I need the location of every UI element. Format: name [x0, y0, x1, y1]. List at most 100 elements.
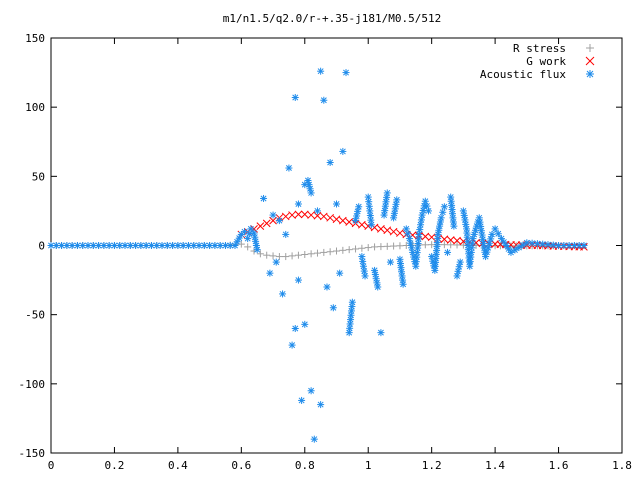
data-point: [319, 212, 328, 221]
data-point: [453, 272, 461, 280]
trail-marker: [216, 242, 224, 249]
data-point: [352, 217, 360, 225]
data-point: [339, 147, 347, 155]
data-point: [47, 242, 55, 249]
data-point: [399, 280, 407, 288]
x-tick-label: 0.8: [295, 459, 315, 472]
data-point: [459, 207, 467, 215]
data-point: [323, 283, 331, 291]
trail-marker: [487, 235, 495, 243]
data-point: [263, 251, 271, 259]
trail-marker: [494, 230, 502, 238]
trail-marker: [461, 216, 469, 224]
data-point: [358, 253, 366, 261]
data-point: [333, 200, 340, 208]
data-point: [326, 213, 335, 222]
data-point: [371, 243, 379, 251]
x-tick-label: 0.2: [105, 459, 125, 472]
y-tick-label: -50: [25, 309, 45, 322]
data-point: [288, 211, 296, 219]
data-point: [256, 222, 265, 230]
data-point: [447, 241, 455, 249]
x-tick-label: 1: [365, 459, 372, 472]
data-point: [352, 245, 360, 253]
trail-marker: [502, 242, 510, 249]
data-point: [383, 189, 391, 197]
data-point: [364, 244, 372, 252]
data-point: [307, 387, 315, 395]
data-point: [320, 248, 328, 256]
data-point: [320, 96, 328, 104]
trail-marker: [460, 211, 468, 219]
data-point: [291, 93, 299, 101]
data-point: [491, 225, 499, 233]
data-point: [310, 435, 318, 443]
trail-marker: [483, 248, 491, 256]
data-point: [301, 181, 309, 189]
data-point: [329, 304, 337, 312]
data-point: [421, 232, 430, 241]
data-point: [402, 225, 410, 233]
trail-marker: [381, 207, 389, 215]
x-tick-label: 0: [48, 459, 55, 472]
data-point: [444, 248, 452, 256]
data-point: [190, 242, 198, 249]
y-tick-label: 0: [38, 240, 45, 253]
data-point: [300, 210, 309, 219]
data-point: [126, 242, 134, 249]
data-point: [418, 211, 426, 219]
trail-marker: [484, 244, 492, 252]
legend-label: Acoustic flux: [480, 68, 566, 81]
data-point: [456, 258, 464, 266]
data-point: [301, 250, 309, 258]
trail-marker: [353, 212, 361, 220]
data-point: [440, 235, 449, 244]
legend-label: G work: [526, 55, 566, 68]
data-point: [415, 230, 423, 238]
trail-marker: [519, 241, 527, 249]
data-point: [269, 216, 277, 225]
data-point: [142, 242, 150, 249]
trail-marker: [359, 257, 367, 265]
data-point: [345, 218, 354, 226]
data-point: [256, 250, 264, 258]
trail-marker: [575, 242, 583, 249]
trail-marker: [404, 230, 412, 238]
data-point: [282, 230, 290, 238]
data-point: [313, 249, 321, 257]
data-point: [482, 253, 490, 261]
data-point: [336, 269, 344, 277]
data-point: [272, 258, 280, 266]
data-point: [279, 290, 287, 298]
data-point: [367, 221, 375, 229]
data-point: [262, 219, 271, 228]
trail-marker: [462, 220, 470, 228]
data-point: [282, 253, 290, 261]
data-point: [317, 401, 325, 409]
data-point: [580, 242, 588, 249]
x-tick-label: 1.8: [612, 459, 632, 472]
data-point: [358, 220, 366, 229]
data-point: [345, 246, 353, 254]
axes: 0 0.2 0.4 0.6 0.8 1 1.2 1.4 1.6 1.8 150 100 50 0 -50 -1…: [19, 32, 632, 472]
data-point: [374, 283, 382, 291]
data-point: [281, 212, 290, 221]
x-tick-label: 0.4: [168, 459, 188, 472]
data-point: [345, 329, 353, 337]
y-tick-label: 100: [25, 101, 45, 114]
trail-marker: [439, 208, 447, 216]
legend-marker: [586, 70, 594, 78]
data-point: [469, 235, 477, 243]
data-point: [326, 159, 334, 166]
trail-marker: [251, 233, 259, 241]
trail-marker: [366, 207, 374, 215]
data-point: [338, 216, 347, 225]
trail-marker: [252, 242, 260, 249]
data-point: [333, 247, 340, 255]
data-point: [260, 194, 268, 202]
data-point: [427, 233, 436, 242]
data-point: [453, 241, 461, 249]
data-point: [291, 325, 299, 332]
